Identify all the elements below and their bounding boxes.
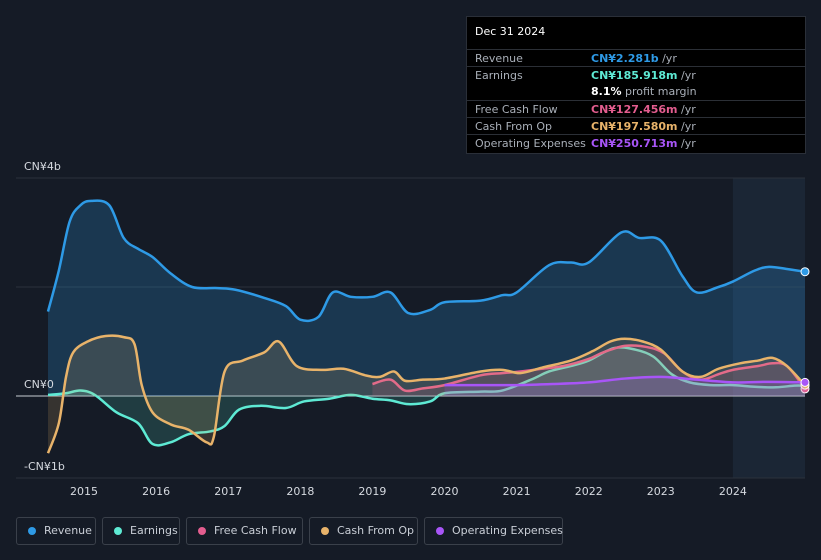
x-tick-label: 2022 [575, 485, 603, 498]
tooltip-row-value: CN¥127.456m /yr [591, 103, 696, 116]
legend-label: Earnings [130, 524, 178, 537]
tooltip-row-value: CN¥250.713m /yr [591, 137, 696, 150]
x-tick-label: 2023 [647, 485, 675, 498]
tooltip-row: Revenue CN¥2.281b /yr [467, 49, 805, 67]
legend-item-operating-expenses[interactable]: Operating Expenses [424, 517, 563, 545]
revenue-line [46, 199, 806, 323]
revenue-area [48, 200, 805, 396]
legend-item-earnings[interactable]: Earnings [102, 517, 180, 545]
tooltip-row-value: CN¥2.281b /yr [591, 52, 677, 65]
tooltip-value-number: CN¥197.580m [591, 120, 678, 133]
x-tick-label: 2019 [358, 485, 386, 498]
tooltip-row: Earnings CN¥185.918m /yr [467, 66, 805, 84]
tooltip-value-unit: /yr [658, 52, 677, 65]
tooltip-date: Dec 31 2024 [475, 25, 546, 38]
tooltip-value-number: CN¥185.918m [591, 69, 678, 82]
legend-label: Operating Expenses [452, 524, 563, 537]
legend-dot-icon [321, 527, 329, 535]
tooltip-row-label: Earnings [475, 69, 523, 82]
tooltip-row-label: Operating Expenses [475, 137, 586, 150]
x-tick-label: 2024 [719, 485, 747, 498]
tooltip-row: Operating Expenses CN¥250.713m /yr [467, 134, 805, 152]
tooltip-row: 8.1% profit margin [467, 83, 805, 100]
tooltip-row: Cash From Op CN¥197.580m /yr [467, 117, 805, 135]
earnings-line [47, 346, 806, 447]
x-tick-label: 2020 [431, 485, 459, 498]
data-tooltip: Dec 31 2024 Revenue CN¥2.281b /yr Earnings… [466, 16, 806, 154]
legend-item-free-cash-flow[interactable]: Free Cash Flow [186, 517, 303, 545]
legend-dot-icon [114, 527, 122, 535]
x-tick-label: 2016 [142, 485, 170, 498]
tooltip-row-value: 8.1% profit margin [591, 85, 697, 98]
tooltip-value-number: 8.1% [591, 85, 622, 98]
cash-from-op-area [48, 335, 805, 454]
tooltip-value-unit: /yr [677, 103, 696, 116]
legend-item-cash-from-op[interactable]: Cash From Op [309, 517, 418, 545]
legend-dot-icon [198, 527, 206, 535]
tooltip-value-unit: profit margin [621, 85, 697, 98]
legend-label: Free Cash Flow [214, 524, 297, 537]
x-tick-label: 2021 [503, 485, 531, 498]
tooltip-value-unit: /yr [677, 137, 696, 150]
free-cash-flow-line [372, 344, 806, 393]
legend-dot-icon [28, 527, 36, 535]
tooltip-row-label: Cash From Op [475, 120, 553, 133]
tooltip-row-label: Revenue [475, 52, 523, 65]
tooltip-row-value: CN¥185.918m /yr [591, 69, 696, 82]
legend-item-revenue[interactable]: Revenue [16, 517, 96, 545]
legend-label: Revenue [44, 524, 92, 537]
operating-expenses-line [444, 375, 806, 387]
tooltip-row: Free Cash Flow CN¥127.456m /yr [467, 100, 805, 118]
x-tick-label: 2017 [214, 485, 242, 498]
operating-expenses-end-marker [800, 377, 810, 387]
y-tick-label: CN¥4b [24, 160, 61, 173]
tooltip-value-unit: /yr [677, 69, 696, 82]
y-tick-label: -CN¥1b [24, 460, 65, 473]
tooltip-row-label: Free Cash Flow [475, 103, 558, 116]
tooltip-value-number: CN¥250.713m [591, 137, 678, 150]
legend-dot-icon [436, 527, 444, 535]
earnings-area [48, 347, 805, 446]
cash-from-op-line [46, 334, 806, 454]
tooltip-row-value: CN¥197.580m /yr [591, 120, 696, 133]
free-cash-flow-area [372, 345, 805, 396]
y-tick-label: CN¥0 [24, 378, 54, 391]
x-tick-label: 2018 [286, 485, 314, 498]
x-tick-label: 2015 [70, 485, 98, 498]
legend-label: Cash From Op [337, 524, 415, 537]
highlight-band [732, 178, 805, 478]
revenue-end-marker [800, 267, 810, 277]
tooltip-value-unit: /yr [677, 120, 696, 133]
tooltip-value-number: CN¥127.456m [591, 103, 678, 116]
tooltip-value-number: CN¥2.281b [591, 52, 659, 65]
